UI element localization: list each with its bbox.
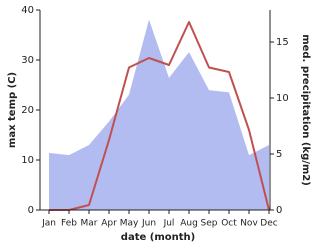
y2-tick-label: 0 (276, 205, 282, 216)
temperature-line (49, 21, 270, 211)
x-tick-label: Aug (180, 219, 198, 229)
x-tick-label: Nov (240, 219, 258, 229)
x-tick-label: Jun (141, 219, 156, 229)
x-tick-label: Jan (41, 219, 56, 229)
y-tick-label: 10 (21, 155, 34, 166)
x-tick-label: Mar (81, 219, 98, 229)
y2-tick-label: 15 (276, 37, 289, 48)
x-tick-label: Oct (221, 219, 237, 229)
x-tick-label: May (120, 219, 139, 229)
x-tick-label: Sep (201, 219, 218, 229)
y2-axis-title: med. precipitation (kg/m2) (300, 34, 311, 186)
precipitation-area (49, 19, 269, 210)
y2-tick-label: 10 (276, 93, 289, 104)
y-tick-label: 20 (21, 105, 34, 116)
y2-tick-label: 5 (276, 149, 282, 160)
x-tick-label: Dec (260, 219, 277, 229)
y-tick-label: 40 (21, 5, 34, 16)
x-tick-label: Jul (163, 219, 175, 229)
y-axis-title: max temp (C) (7, 72, 18, 148)
y-tick-label: 0 (28, 205, 34, 216)
x-tick-label: Apr (101, 219, 117, 229)
y-tick-label: 30 (21, 55, 34, 66)
x-axis-title: date (month) (121, 232, 195, 243)
x-tick-label: Feb (61, 219, 77, 229)
